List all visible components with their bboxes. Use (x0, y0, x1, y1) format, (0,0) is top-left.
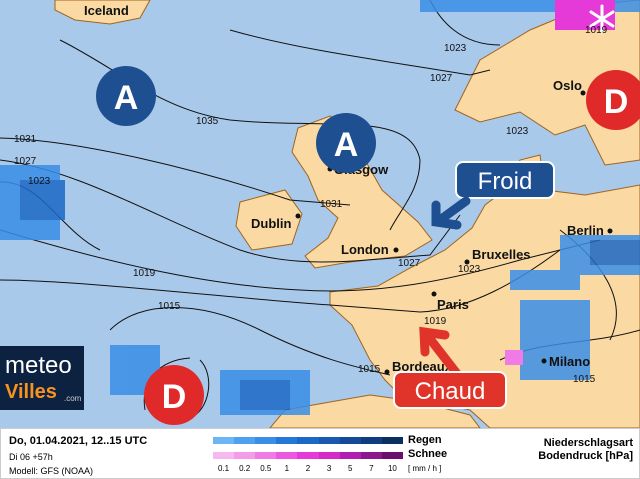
scale-swatch (381, 437, 403, 444)
scale-ticks: 0.1 0.2 0.5 1 2 3 5 7 10 (213, 464, 403, 473)
isobar-label: 1023 (506, 126, 529, 137)
warm-label: Chaud (415, 378, 486, 405)
isobar-label: 1031 (320, 199, 343, 210)
isobar-label: 1031 (14, 134, 37, 145)
scale-swatch (297, 452, 319, 459)
scale-swatch (213, 452, 235, 459)
scale-swatch (339, 452, 361, 459)
svg-text:D: D (604, 83, 629, 121)
logo-text: meteo (5, 352, 72, 379)
city-label: Iceland (84, 3, 129, 18)
tick-label: 0.5 (260, 464, 272, 473)
isobar-label: 1027 (430, 73, 453, 84)
tick-label: 2 (305, 464, 311, 473)
warm-annotation: Chaud (393, 326, 507, 409)
city-label: Paris (437, 297, 469, 312)
snow-label: Schnee (408, 448, 448, 460)
isobar-label: 1019 (424, 316, 447, 327)
model-name: Modell: GFS (NOAA) (9, 466, 94, 476)
isobar-label: 1019 (133, 268, 156, 279)
isobar-label: 1027 (14, 156, 37, 167)
unit-label: [ mm / h ] (408, 464, 442, 473)
tick-label: 7 (369, 464, 374, 473)
rain-color-scale (213, 437, 403, 444)
tick-label: 3 (326, 464, 332, 473)
scale-swatch (339, 437, 361, 444)
legend-subtitle: Bodendruck [hPa] (538, 450, 633, 462)
high-pressure-marker: A (96, 66, 156, 126)
isobar-label: 1035 (196, 116, 219, 127)
cold-label: Froid (478, 168, 533, 195)
scale-swatch (318, 437, 340, 444)
isobar-label: 1023 (28, 176, 51, 187)
isobar-label: 1019 (585, 25, 608, 36)
svg-text:D: D (162, 378, 187, 416)
scale-swatch (234, 452, 256, 459)
svg-text:A: A (334, 126, 359, 164)
tick-label: 0.1 (217, 464, 230, 473)
city-label: Berlin (567, 223, 604, 238)
low-pressure-marker: D (586, 70, 640, 130)
isobar-label: 1015 (573, 374, 596, 385)
forecast-date: Do, 01.04.2021, 12..15 UTC (9, 435, 148, 447)
cold-annotation: Froid (431, 161, 555, 230)
snow-color-scale (213, 452, 403, 459)
tick-label: 0.2 (239, 464, 251, 473)
arrow-icon (431, 196, 471, 230)
city-label: Oslo (553, 78, 582, 93)
scale-swatch (318, 452, 340, 459)
city-label: Milano (549, 354, 590, 369)
land-iceland (54, 0, 151, 25)
city-label: London (341, 242, 389, 257)
logo-text: Villes (5, 381, 57, 403)
city-label: Bordeaux (392, 359, 453, 374)
scale-swatch (213, 437, 235, 444)
tick-label: 10 (387, 464, 397, 473)
tick-label: 1 (284, 464, 290, 473)
isobar-label: 1027 (398, 258, 421, 269)
city-label: Bruxelles (472, 247, 531, 262)
low-pressure-marker: D (144, 365, 204, 425)
scale-swatch (381, 452, 403, 459)
scale-swatch (276, 452, 298, 459)
snowflake-icon (589, 4, 615, 34)
isobar-label: 1023 (444, 43, 467, 54)
arrow-icon (419, 326, 463, 380)
model-run: Di 06 +57h (9, 452, 53, 462)
isobar-label: 1023 (458, 264, 481, 275)
scale-swatch (297, 437, 319, 444)
legend: Do, 01.04.2021, 12..15 UTC Di 06 +57h Mo… (0, 428, 640, 479)
weather-map: 1023 1027 1035 1031 1027 1023 1031 1027 … (0, 0, 640, 428)
scale-swatch (234, 437, 256, 444)
scale-swatch (276, 437, 298, 444)
scale-swatch (360, 452, 382, 459)
tick-label: 5 (347, 464, 353, 473)
scale-swatch (255, 437, 277, 444)
logo-text: .com (64, 394, 82, 403)
svg-text:A: A (114, 79, 139, 117)
scale-swatch (360, 437, 382, 444)
isobar-label: 1015 (358, 364, 381, 375)
scale-swatch (255, 452, 277, 459)
land-ireland (235, 189, 303, 251)
legend-title: Niederschlagsart (543, 437, 633, 449)
snow-area (505, 350, 523, 365)
city-label: Dublin (251, 216, 291, 231)
high-pressure-marker: A (316, 113, 376, 173)
rain-label: Regen (408, 434, 442, 446)
land-scandinavia (454, 0, 640, 166)
isobar-label: 1015 (158, 301, 181, 312)
snow-area (555, 0, 615, 30)
meteovilles-logo: meteo Villes .com (0, 346, 84, 410)
